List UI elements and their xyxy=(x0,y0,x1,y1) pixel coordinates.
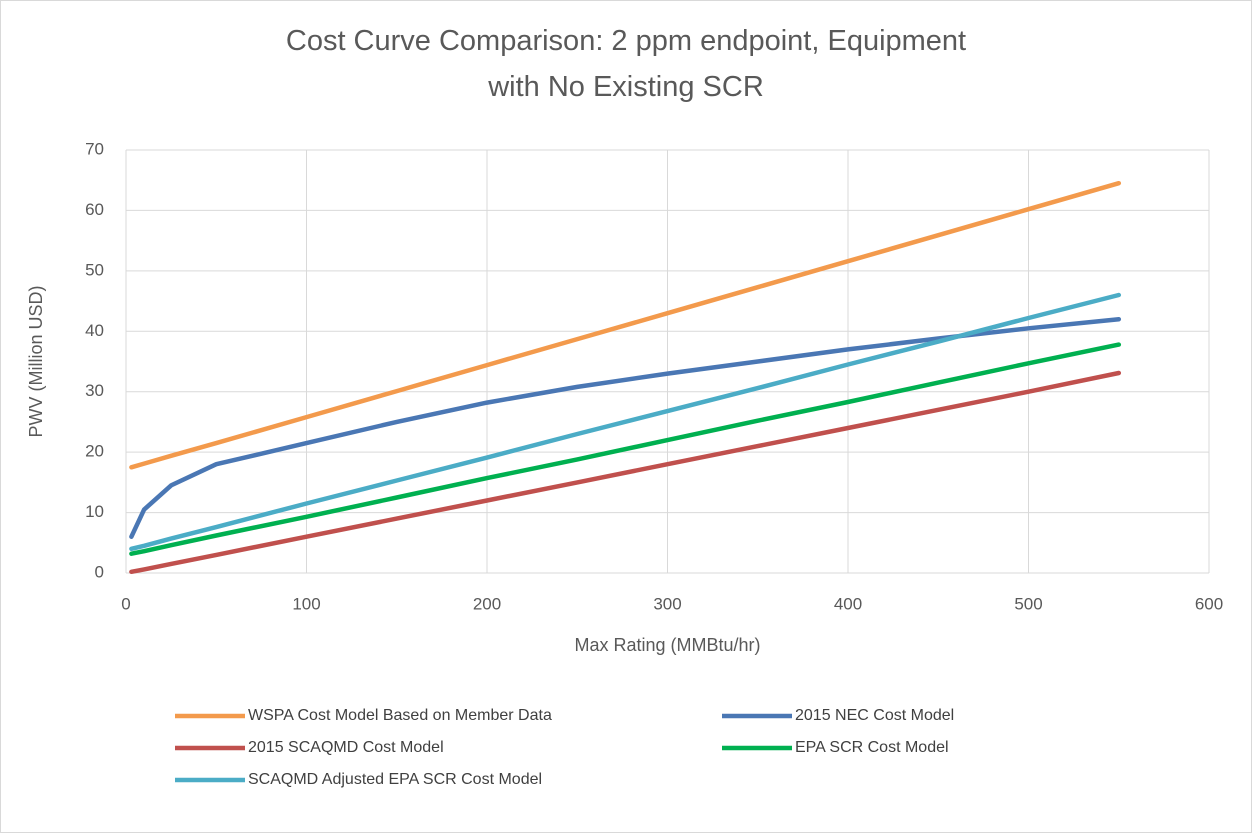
y-tick-label: 60 xyxy=(85,200,104,219)
y-tick-label: 20 xyxy=(85,442,104,461)
series-line xyxy=(129,292,1122,552)
series-line xyxy=(129,316,1122,539)
x-tick-label: 100 xyxy=(292,594,320,613)
legend-label: SCAQMD Adjusted EPA SCR Cost Model xyxy=(248,771,542,788)
y-tick-label: 10 xyxy=(85,502,104,521)
series-line xyxy=(129,180,1122,470)
x-tick-label: 300 xyxy=(653,594,681,613)
legend-label: 2015 NEC Cost Model xyxy=(795,707,954,724)
y-axis-title: PWV (Million USD) xyxy=(26,285,46,437)
legend-label: 2015 SCAQMD Cost Model xyxy=(248,739,444,756)
x-tick-label: 500 xyxy=(1014,594,1042,613)
legend-label: WSPA Cost Model Based on Member Data xyxy=(248,707,552,724)
x-axis-title: Max Rating (MMBtu/hr) xyxy=(574,635,760,655)
y-tick-label: 40 xyxy=(85,321,104,340)
x-tick-label: 600 xyxy=(1195,594,1223,613)
x-tick-label: 200 xyxy=(473,594,501,613)
series-line xyxy=(129,342,1122,556)
x-tick-label: 0 xyxy=(121,594,130,613)
y-tick-label: 30 xyxy=(85,381,104,400)
y-tick-label: 0 xyxy=(95,562,104,581)
y-tick-label: 50 xyxy=(85,260,104,279)
chart-title: Cost Curve Comparison: 2 ppm endpoint, E… xyxy=(285,25,967,103)
series-line xyxy=(129,370,1122,575)
x-tick-label: 400 xyxy=(834,594,862,613)
legend-label: EPA SCR Cost Model xyxy=(795,739,949,756)
y-tick-label: 70 xyxy=(85,139,104,158)
